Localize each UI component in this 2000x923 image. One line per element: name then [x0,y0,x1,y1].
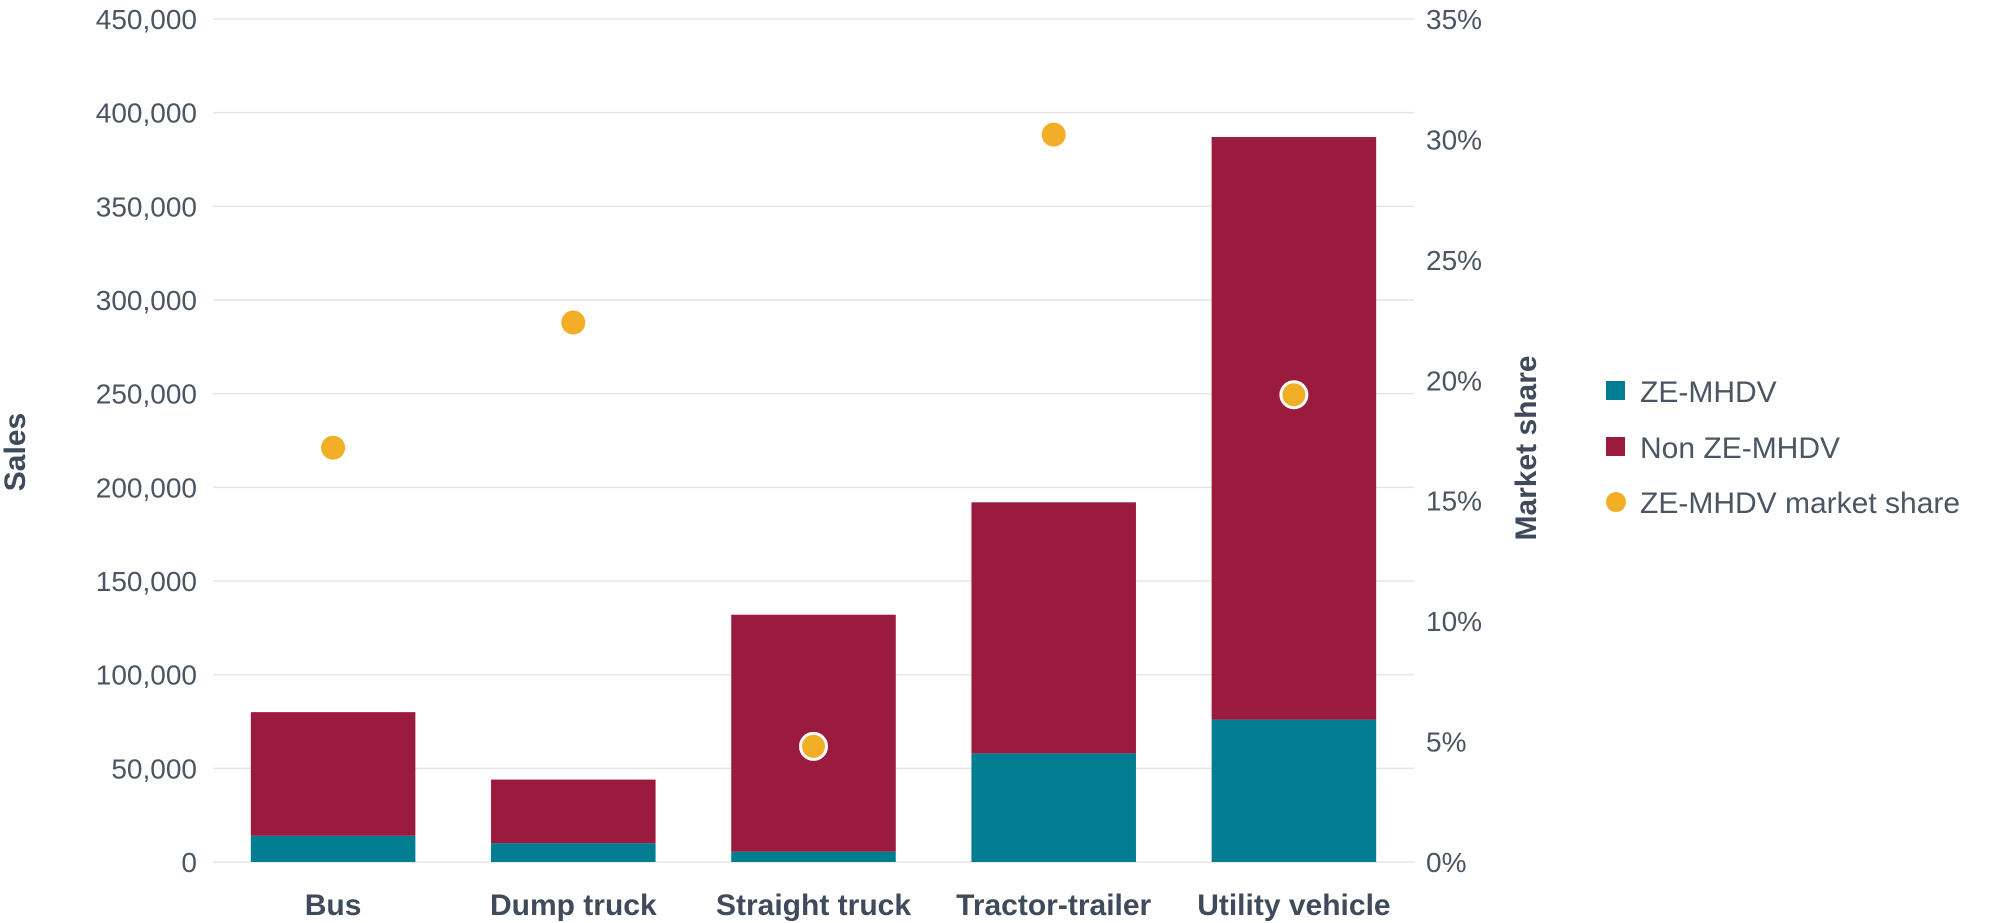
y2-tick-label: 20% [1426,365,1482,396]
y-axis-title: Sales [0,413,32,491]
legend-label-market-share: ZE-MHDV market share [1640,487,1960,520]
y2-tick-label: 10% [1426,606,1482,637]
legend-label-ze-mhdv: ZE-MHDV [1640,376,1777,409]
x-tick-label-utility-vehicle: Utility vehicle [1197,889,1390,922]
y-tick-label: 250,000 [96,379,197,410]
x-tick-label-tractor-trailer: Tractor-trailer [956,889,1151,922]
y2-tick-label: 30% [1426,124,1482,155]
y2-axis-title: Market share [1510,355,1543,540]
point-ze-mhdv-market-share-straight-truck [799,731,828,761]
point-ze-mhdv-market-share-tractor-trailer [1041,122,1066,147]
y2-tick-label: 5% [1426,727,1466,758]
legend-marker-market-share [1606,492,1626,512]
bar-ze-mhdv-tractor-trailer [971,753,1136,862]
y-tick-label: 300,000 [96,285,197,316]
bar-ze-mhdv-straight-truck [731,851,896,862]
y2-tick-label: 25% [1426,245,1482,276]
y-tick-label: 450,000 [96,4,197,35]
y-tick-label: 200,000 [96,472,197,503]
bar-ze-mhdv-bus [250,835,416,862]
legend: ZE-MHDV Non ZE-MHDV ZE-MHDV market share [1606,376,1960,520]
x-axis-labels: Bus Dump truck Straight truck Tractor-trail… [305,889,1391,922]
bar-non-ze-mhdv-tractor-trailer [971,502,1136,754]
y-tick-label: 0 [181,847,197,878]
point-ze-mhdv-market-share-bus [321,435,346,460]
bar-ze-mhdv-dump-truck [491,843,656,862]
y2-tick-label: 0% [1426,847,1466,878]
x-tick-label-dump-truck: Dump truck [490,889,657,922]
y-tick-label: 50,000 [111,753,197,784]
y-axis-ticks: 0 50,000 100,000 150,000 200,000 250,000 300,0… [96,4,197,878]
y-tick-label: 350,000 [96,191,197,222]
bar-non-ze-mhdv-dump-truck [491,779,656,844]
y2-tick-label: 35% [1426,4,1482,35]
market-share-points [321,122,1309,761]
x-tick-label-bus: Bus [305,889,362,922]
legend-swatch-ze-mhdv [1606,381,1625,400]
point-ze-mhdv-market-share-dump-truck [561,310,586,335]
y-tick-label: 100,000 [96,660,197,691]
y-tick-label: 150,000 [96,566,197,597]
x-tick-label-straight-truck: Straight truck [716,889,911,922]
legend-swatch-non-ze-mhdv [1606,437,1625,456]
bar-ze-mhdv-utility-vehicle [1211,719,1377,862]
y-tick-label: 400,000 [96,98,197,129]
bars [250,137,1377,862]
y2-axis-ticks: 0% 5% 10% 15% 20% 25% 30% 35% [1426,4,1482,878]
legend-label-non-ze-mhdv: Non ZE-MHDV [1640,432,1840,465]
bar-non-ze-mhdv-utility-vehicle [1211,137,1377,720]
point-ze-mhdv-market-share-utility-vehicle [1279,380,1309,410]
bar-non-ze-mhdv-bus [250,712,416,836]
y2-tick-label: 15% [1426,486,1482,517]
